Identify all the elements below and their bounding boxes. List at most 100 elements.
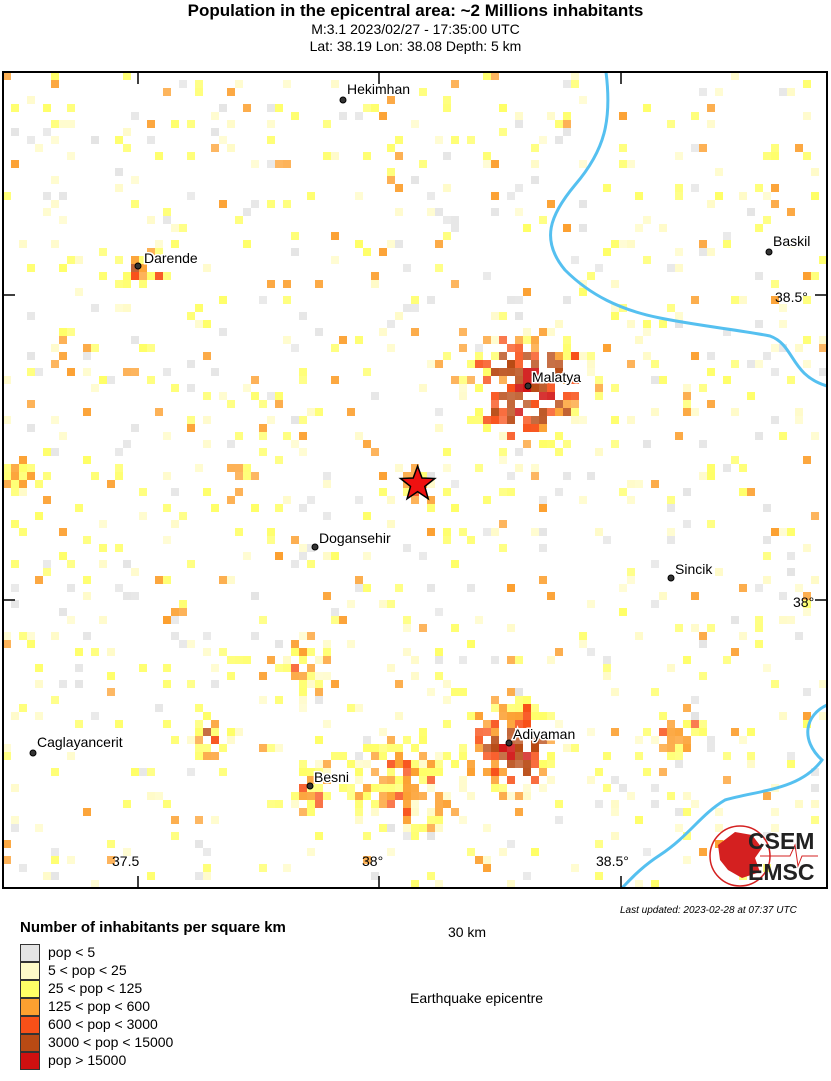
population-cell (443, 352, 451, 360)
population-cell (19, 472, 27, 480)
population-cell (3, 464, 11, 472)
population-cell (379, 752, 387, 760)
population-cell (11, 584, 19, 592)
population-cell (339, 752, 347, 760)
population-cell (323, 552, 331, 560)
population-cell (523, 368, 531, 376)
population-cell (251, 592, 259, 600)
population-cell (171, 736, 179, 744)
population-cell (483, 416, 491, 424)
population-cell (67, 584, 75, 592)
population-cell (283, 160, 291, 168)
population-cell (651, 408, 659, 416)
population-cell (259, 864, 267, 872)
population-cell (787, 376, 795, 384)
population-cell (411, 304, 419, 312)
population-cell (419, 736, 427, 744)
population-cell (739, 296, 747, 304)
population-cell (59, 432, 67, 440)
population-cell (523, 752, 531, 760)
population-cell (555, 136, 563, 144)
population-cell (507, 840, 515, 848)
population-cell (403, 648, 411, 656)
legend-label: 25 < pop < 125 (48, 980, 143, 996)
population-cell (339, 616, 347, 624)
population-cell (387, 320, 395, 328)
population-cell (539, 440, 547, 448)
population-cell (611, 280, 619, 288)
population-cell (307, 632, 315, 640)
population-cell (251, 160, 259, 168)
population-cell (531, 376, 539, 384)
population-cell (155, 240, 163, 248)
population-cell (267, 536, 275, 544)
population-cell (483, 424, 491, 432)
population-cell (219, 104, 227, 112)
population-cell (363, 368, 371, 376)
population-cell (11, 488, 19, 496)
population-cell (251, 632, 259, 640)
population-cell (387, 784, 395, 792)
population-cell (763, 536, 771, 544)
population-cell (51, 848, 59, 856)
population-cell (723, 232, 731, 240)
population-cell (131, 368, 139, 376)
population-cell (627, 416, 635, 424)
population-cell (475, 408, 483, 416)
population-cell (243, 208, 251, 216)
population-cell (203, 872, 211, 880)
population-cell (219, 744, 227, 752)
population-cell (147, 248, 155, 256)
population-cell (267, 104, 275, 112)
population-cell (99, 544, 107, 552)
population-cell (803, 456, 811, 464)
population-cell (515, 760, 523, 768)
population-cell (123, 128, 131, 136)
population-cell (371, 752, 379, 760)
population-cell (227, 576, 235, 584)
population-cell (355, 336, 363, 344)
population-cell (403, 544, 411, 552)
population-cell (587, 360, 595, 368)
population-cell (571, 408, 579, 416)
population-cell (779, 88, 787, 96)
population-cell (227, 440, 235, 448)
population-cell (291, 648, 299, 656)
population-cell (339, 112, 347, 120)
population-cell (59, 120, 67, 128)
population-cell (443, 152, 451, 160)
population-cell (83, 352, 91, 360)
population-cell (43, 128, 51, 136)
population-cell (483, 824, 491, 832)
population-cell (715, 88, 723, 96)
population-cell (635, 224, 643, 232)
population-cell (395, 784, 403, 792)
population-cell (75, 664, 83, 672)
population-cell (211, 816, 219, 824)
population-cell (779, 320, 787, 328)
population-cell (635, 816, 643, 824)
population-cell (27, 464, 35, 472)
population-cell (75, 648, 83, 656)
population-cell (163, 432, 171, 440)
population-cell (691, 296, 699, 304)
population-cell (387, 664, 395, 672)
population-cell (3, 376, 11, 384)
population-cell (43, 472, 51, 480)
population-cell (475, 360, 483, 368)
population-cell (491, 784, 499, 792)
population-cell (395, 208, 403, 216)
population-cell (427, 760, 435, 768)
population-cell (499, 712, 507, 720)
population-cell (107, 648, 115, 656)
population-cell (291, 536, 299, 544)
population-cell (51, 696, 59, 704)
population-cell (603, 184, 611, 192)
last-updated: Last updated: 2023-02-28 at 07:37 UTC (620, 905, 797, 916)
population-cell (467, 536, 475, 544)
population-cell (267, 528, 275, 536)
population-cell (419, 160, 427, 168)
population-cell (155, 792, 163, 800)
population-cell (275, 800, 283, 808)
population-cell (259, 296, 267, 304)
